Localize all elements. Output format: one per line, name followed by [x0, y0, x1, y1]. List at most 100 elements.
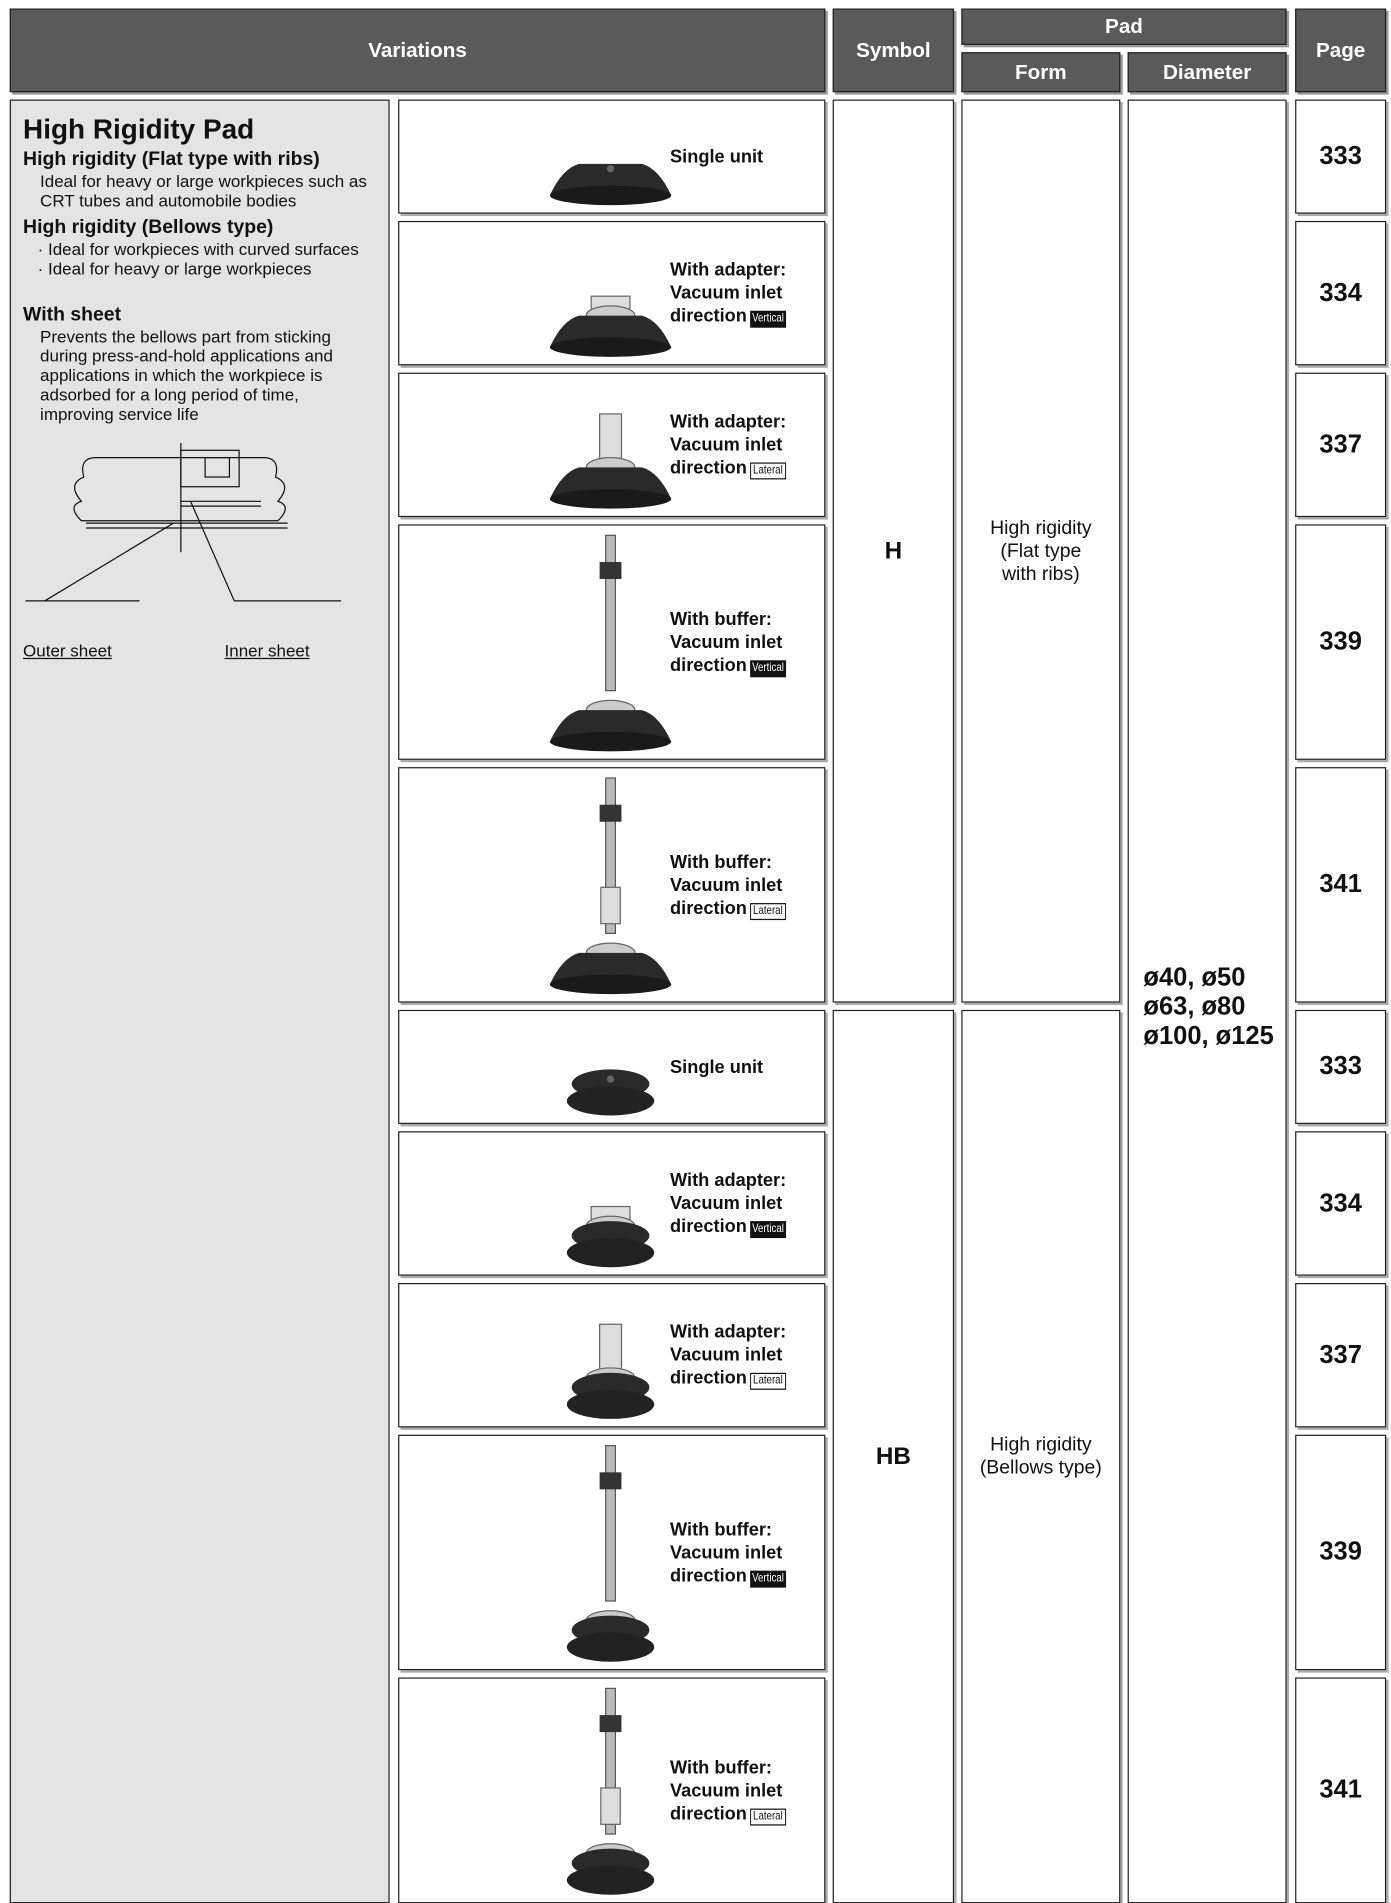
product-drawing [599, 804, 622, 822]
product-image [549, 295, 672, 357]
header-cell: Page [1295, 8, 1387, 93]
product-image [566, 1445, 655, 1662]
variation-label: With buffer: Vacuum inlet direction Lateral [670, 1679, 795, 1902]
label-line: With buffer: [670, 1518, 795, 1541]
page-cell: 339 [1295, 524, 1387, 760]
variation-cell: With buffer: Vacuum inlet direction Vertica… [398, 524, 826, 760]
product-drawing [566, 1086, 655, 1116]
direction-tag: Lateral [750, 902, 787, 920]
label-text: With buffer: [670, 1756, 772, 1778]
header-cell: Pad [961, 8, 1287, 45]
label-text: Vacuum inlet [670, 282, 783, 304]
product-drawing [599, 1472, 622, 1490]
product-drawing [599, 1715, 622, 1733]
label-line: direction Vertical [670, 654, 795, 677]
label-text: direction [670, 1367, 747, 1389]
variation-cell: With adapter: Vacuum inlet direction Latera… [398, 1282, 826, 1428]
label-line: direction Vertical [670, 1564, 795, 1588]
label-text: direction [670, 1216, 747, 1237]
label-text: With buffer: [670, 851, 772, 873]
product-image [549, 163, 672, 206]
text: Ideal for heavy or large workpieces such… [40, 171, 367, 210]
product-image [566, 1069, 655, 1116]
label-line: With buffer: [670, 850, 795, 873]
label-text: direction [670, 654, 747, 676]
text: · Ideal for workpieces with curved surfa… [37, 239, 359, 259]
direction-tag: Lateral [750, 1372, 787, 1390]
product-drawing [566, 1632, 655, 1662]
label-line: Vacuum inlet [670, 1192, 795, 1215]
variation-cell: With adapter: Vacuum inlet direction Vertic… [398, 220, 826, 366]
variation-cell: With buffer: Vacuum inlet direction Lateral [398, 767, 826, 1003]
text: Prevents the bellows part from sticking … [40, 326, 333, 424]
panel-title: High Rigidity Pad [23, 112, 255, 145]
page-number: 334 [1319, 278, 1362, 307]
product-image [549, 534, 672, 752]
product-drawing [605, 1445, 617, 1602]
form-line: High rigidity [990, 517, 1092, 539]
sheet-figure [25, 443, 342, 602]
heading: With sheet [23, 304, 122, 326]
page-number: 341 [1319, 870, 1362, 899]
label-text: direction [670, 897, 747, 919]
label-line: With buffer: [670, 1756, 795, 1779]
label-text: With adapter: [670, 1321, 787, 1343]
label-line: Vacuum inlet [670, 873, 795, 896]
text: · Ideal for heavy or large workpieces [37, 258, 312, 278]
variation-label: Single unit [670, 101, 763, 213]
product-drawing [600, 886, 621, 925]
page-number: 333 [1319, 142, 1362, 170]
form-line: (Bellows type) [979, 1457, 1102, 1479]
label-text: With adapter: [670, 1170, 787, 1191]
product-drawing [549, 731, 672, 752]
label-text: With buffer: [670, 608, 772, 630]
variation-cell: With buffer: Vacuum inlet direction Lateral [398, 1677, 826, 1903]
page-number: 337 [1319, 1340, 1362, 1369]
direction-tag: Lateral [750, 1807, 787, 1825]
variation-label: With buffer: Vacuum inlet direction Lateral [670, 768, 795, 1001]
form-cell: High rigidity (Flat type with ribs) [961, 99, 1121, 1003]
product-image [566, 1323, 655, 1419]
label-text: Vacuum inlet [670, 874, 783, 896]
product-drawing [549, 337, 672, 357]
product-drawing [605, 1687, 617, 1835]
product-drawing [566, 1238, 655, 1268]
diameter-line: ø40, ø50 [1143, 963, 1246, 992]
product-image [566, 1687, 655, 1895]
product-drawing [549, 185, 672, 206]
label-line: With buffer: [670, 608, 795, 631]
variation-label: With buffer: Vacuum inlet direction Vertica… [670, 526, 795, 759]
page-cell: 333 [1295, 1009, 1387, 1124]
variation-cell: Single unit [398, 99, 826, 214]
description-panel: High Rigidity Pad High rigidity (Flat ty… [9, 99, 390, 1903]
direction-tag: Lateral [750, 462, 787, 480]
page-number: 333 [1319, 1052, 1362, 1081]
symbol-cell: HB [832, 1009, 955, 1903]
symbol: H [884, 537, 903, 564]
label-line: Vacuum inlet [670, 1779, 795, 1802]
label-text: With buffer: [670, 1519, 772, 1540]
page-cell: 341 [1295, 767, 1387, 1003]
form-line: with ribs) [1001, 563, 1080, 585]
product-image [566, 1205, 655, 1268]
label-line: Single unit [670, 145, 763, 168]
form-cell: High rigidity (Bellows type) [961, 1009, 1121, 1903]
form-line: (Flat type [1000, 540, 1082, 562]
label-line: Vacuum inlet [670, 433, 795, 456]
label-text: With adapter: [670, 411, 787, 433]
page-cell: 334 [1295, 1131, 1387, 1276]
variation-cell: With adapter: Vacuum inlet direction Latera… [398, 372, 826, 518]
product-drawing [600, 1787, 621, 1825]
figure-label: Inner sheet [224, 640, 310, 661]
variation-cell: With buffer: Vacuum inlet direction Vertica… [398, 1434, 826, 1671]
label-text: direction [670, 1803, 747, 1824]
label-line: direction Lateral [670, 456, 795, 480]
label-line: direction Vertical [670, 305, 795, 328]
variation-cell: Single unit [398, 1009, 826, 1124]
page-cell: 337 [1295, 1282, 1387, 1428]
form-line: High rigidity [990, 1434, 1092, 1456]
variation-label: With adapter: Vacuum inlet direction Vertic… [670, 1132, 795, 1274]
label-line: Vacuum inlet [670, 282, 795, 305]
label-text: Vacuum inlet [670, 1344, 783, 1366]
